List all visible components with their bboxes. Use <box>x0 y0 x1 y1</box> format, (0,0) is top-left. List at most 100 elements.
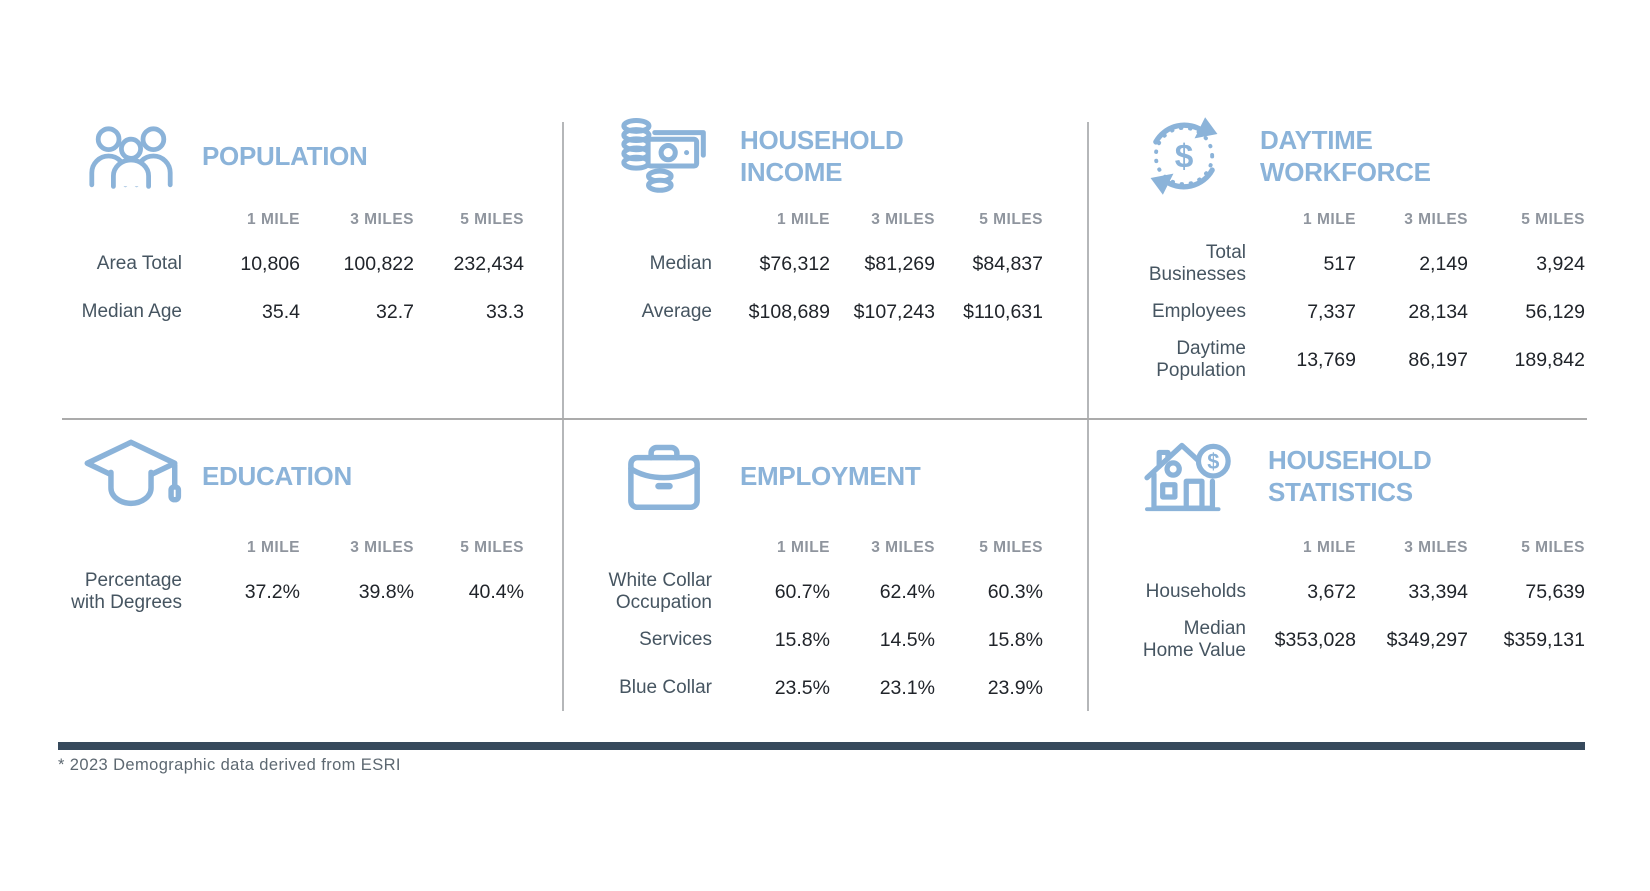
column-header: 3 MILES <box>1404 539 1468 556</box>
cell-value: 60.3% <box>987 580 1043 603</box>
table-row: Daytime Population 13,769 86,197 189,842 <box>1088 336 1585 384</box>
row-label: Services <box>639 628 712 650</box>
panel-employment: EMPLOYMENT 1 MILE 3 MILES 5 MILES White … <box>562 424 1074 712</box>
panel-title-line: POPULATION <box>202 140 368 171</box>
table-header-row: 1 MILE 3 MILES 5 MILES <box>562 528 1043 568</box>
panel-title: HOUSEHOLD STATISTICS <box>1268 444 1432 509</box>
panel-title: EDUCATION <box>202 460 352 493</box>
daytime-workforce-table: 1 MILE 3 MILES 5 MILES Total Businesses … <box>1088 200 1585 384</box>
vertical-divider-1 <box>562 122 564 711</box>
cell-value: $359,131 <box>1503 628 1585 651</box>
cell-value: 2,149 <box>1419 252 1468 275</box>
column-header: 5 MILES <box>979 211 1043 228</box>
panel-employment-header: EMPLOYMENT <box>562 424 1074 528</box>
column-header: 3 MILES <box>871 539 935 556</box>
household-statistics-table: 1 MILE 3 MILES 5 MILES Households 3,672 … <box>1088 528 1585 664</box>
column-header: 5 MILES <box>979 539 1043 556</box>
svg-text:$: $ <box>1207 449 1219 474</box>
table-header-row: 1 MILE 3 MILES 5 MILES <box>1088 528 1585 568</box>
cell-value: 13,769 <box>1296 348 1356 371</box>
cell-value: 56,129 <box>1525 300 1585 323</box>
house-dollar-icon: $ <box>1140 432 1236 520</box>
panel-title-line: EMPLOYMENT <box>740 460 921 491</box>
cell-value: 3,924 <box>1536 252 1585 275</box>
cell-value: $108,689 <box>748 300 830 323</box>
row-label: Employees <box>1152 300 1246 322</box>
cell-value: $107,243 <box>853 300 935 323</box>
cell-value: 86,197 <box>1408 348 1468 371</box>
row-label: Total Businesses <box>1148 241 1246 285</box>
spacer-cell <box>562 200 712 240</box>
column-header: 1 MILE <box>777 211 830 228</box>
table-row: White Collar Occupation 60.7% 62.4% 60.3… <box>562 568 1043 616</box>
panel-population-header: POPULATION <box>58 112 564 200</box>
footnote: * 2023 Demographic data derived from ESR… <box>58 756 401 774</box>
spacer-cell <box>562 528 712 568</box>
cell-value: 15.8% <box>774 628 830 651</box>
cell-value: 39.8% <box>358 580 414 603</box>
column-header: 1 MILE <box>247 211 300 228</box>
cell-value: 28,134 <box>1408 300 1468 323</box>
cell-value: 37.2% <box>244 580 300 603</box>
table-row: Employees 7,337 28,134 56,129 <box>1088 288 1585 336</box>
cell-value: $349,297 <box>1386 628 1468 651</box>
panel-household-income: HOUSEHOLD INCOME 1 MILE 3 MILES 5 MILES … <box>562 112 1074 336</box>
panel-title-line: WORKFORCE <box>1260 157 1431 187</box>
spacer-cell <box>1088 200 1246 240</box>
panel-title: DAYTIME WORKFORCE <box>1260 124 1431 189</box>
row-label: Blue Collar <box>619 676 712 698</box>
column-header: 5 MILES <box>1521 539 1585 556</box>
panel-title-line: HOUSEHOLD <box>1268 444 1432 475</box>
vertical-divider-2 <box>1087 122 1089 711</box>
education-table: 1 MILE 3 MILES 5 MILES Percentage with D… <box>58 528 524 616</box>
cell-value: 100,822 <box>343 252 415 275</box>
cell-value: 10,806 <box>240 252 300 275</box>
column-header: 3 MILES <box>871 211 935 228</box>
panel-title: EMPLOYMENT <box>740 460 921 493</box>
spacer-cell <box>58 528 182 568</box>
cell-value: 32.7 <box>376 300 414 323</box>
panel-title-line: EDUCATION <box>202 460 352 491</box>
column-header: 3 MILES <box>350 539 414 556</box>
panel-daytime-workforce-header: $ DAYTIME WORKFORCE <box>1088 112 1612 200</box>
panel-title-line: HOUSEHOLD <box>740 124 904 155</box>
cell-value: 232,434 <box>453 252 525 275</box>
cell-value: 62.4% <box>879 580 935 603</box>
spacer-cell <box>1088 528 1246 568</box>
cell-value: 23.1% <box>879 676 935 699</box>
table-row: Services 15.8% 14.5% 15.8% <box>562 616 1043 664</box>
cell-value: 14.5% <box>879 628 935 651</box>
table-row: Households 3,672 33,394 75,639 <box>1088 568 1585 616</box>
column-header: 1 MILE <box>1303 539 1356 556</box>
row-label: Daytime Population <box>1156 337 1246 381</box>
cell-value: $81,269 <box>864 252 936 275</box>
row-label: Households <box>1145 580 1246 602</box>
panel-education-header: EDUCATION <box>58 424 564 528</box>
briefcase-icon <box>618 434 710 518</box>
table-header-row: 1 MILE 3 MILES 5 MILES <box>58 528 524 568</box>
panel-household-income-header: HOUSEHOLD INCOME <box>562 112 1074 200</box>
household-income-table: 1 MILE 3 MILES 5 MILES Median $76,312 $8… <box>562 200 1043 336</box>
table-header-row: 1 MILE 3 MILES 5 MILES <box>562 200 1043 240</box>
horizontal-divider <box>62 418 1587 420</box>
panel-daytime-workforce: $ DAYTIME WORKFORCE 1 MILE 3 MILES 5 MIL… <box>1088 112 1612 384</box>
people-icon <box>72 116 190 196</box>
spacer-cell <box>58 200 182 240</box>
column-header: 3 MILES <box>350 211 414 228</box>
panel-household-statistics-header: $ HOUSEHOLD STATISTICS <box>1088 424 1612 528</box>
employment-table: 1 MILE 3 MILES 5 MILES White Collar Occu… <box>562 528 1043 712</box>
table-row: Average $108,689 $107,243 $110,631 <box>562 288 1043 336</box>
column-header: 1 MILE <box>247 539 300 556</box>
cell-value: 60.7% <box>774 580 830 603</box>
column-header: 1 MILE <box>777 539 830 556</box>
table-row: Area Total 10,806 100,822 232,434 <box>58 240 524 288</box>
footer-accent-bar <box>58 742 1585 750</box>
table-header-row: 1 MILE 3 MILES 5 MILES <box>1088 200 1585 240</box>
cell-value: 517 <box>1323 252 1356 275</box>
column-header: 5 MILES <box>1521 211 1585 228</box>
table-header-row: 1 MILE 3 MILES 5 MILES <box>58 200 524 240</box>
cell-value: 75,639 <box>1525 580 1585 603</box>
row-label: Average <box>641 300 712 322</box>
panel-title: POPULATION <box>202 140 368 173</box>
